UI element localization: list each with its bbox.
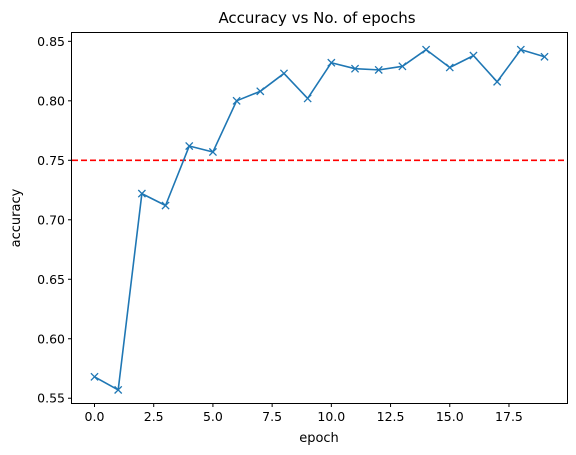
data-point-marker bbox=[279, 69, 289, 78]
data-point-marker bbox=[445, 63, 454, 72]
chart-title: Accuracy vs No. of epochs bbox=[218, 9, 415, 27]
series-layer bbox=[90, 45, 549, 394]
data-point-marker bbox=[374, 65, 383, 74]
x-tick-label: 12.5 bbox=[377, 409, 405, 424]
data-point-marker bbox=[493, 77, 502, 86]
plot-frame bbox=[71, 32, 568, 404]
x-tick-label: 15.0 bbox=[436, 409, 464, 424]
data-point-marker bbox=[350, 64, 360, 73]
y-axis-label: accuracy bbox=[9, 188, 24, 247]
data-point-marker bbox=[256, 87, 265, 96]
x-tick-label: 7.5 bbox=[262, 409, 282, 424]
data-point-marker bbox=[327, 58, 336, 67]
data-point-marker bbox=[303, 94, 312, 103]
data-point-marker bbox=[185, 141, 194, 151]
x-tick-label: 17.5 bbox=[495, 409, 523, 424]
data-point-marker bbox=[232, 96, 241, 105]
x-tick-label: 2.5 bbox=[144, 409, 164, 424]
data-point-marker bbox=[90, 372, 99, 381]
x-axis-ticks: 0.0 2.5 5.0 7.5 10.0 12.5 15.0 17.5 bbox=[85, 403, 523, 424]
y-tick-label: 0.80 bbox=[37, 93, 65, 108]
x-axis-label: epoch bbox=[299, 431, 339, 446]
y-tick-label: 0.70 bbox=[37, 212, 65, 227]
data-point-marker bbox=[137, 189, 146, 198]
data-point-marker bbox=[208, 147, 217, 157]
y-tick-label: 0.60 bbox=[37, 331, 65, 346]
y-tick-label: 0.85 bbox=[37, 34, 65, 49]
data-point-marker bbox=[540, 52, 549, 61]
data-point-marker bbox=[516, 45, 525, 54]
x-tick-label: 10.0 bbox=[317, 409, 345, 424]
y-tick-label: 0.55 bbox=[37, 391, 65, 406]
data-point-marker bbox=[114, 385, 123, 394]
y-tick-label: 0.75 bbox=[37, 153, 65, 168]
y-axis-ticks: 0.55 0.60 0.65 0.70 0.75 0.80 0.85 bbox=[37, 34, 72, 406]
x-tick-label: 5.0 bbox=[203, 409, 223, 424]
data-point-marker bbox=[398, 62, 407, 71]
data-point-marker bbox=[469, 51, 478, 60]
y-tick-label: 0.65 bbox=[37, 272, 65, 287]
data-point-marker bbox=[161, 201, 170, 210]
data-point-marker bbox=[422, 45, 431, 54]
x-tick-label: 0.0 bbox=[85, 409, 105, 424]
series-line bbox=[94, 48, 545, 391]
